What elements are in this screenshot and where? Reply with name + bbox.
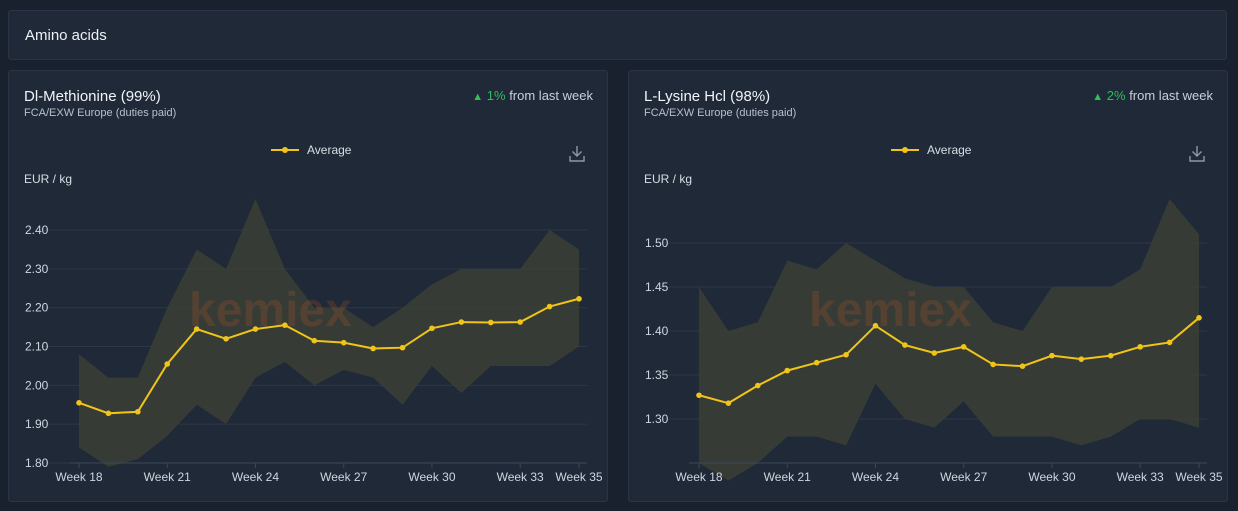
kemiex-watermark: kemiex [809,284,972,337]
y-tick-label: 2.20 [25,301,49,315]
data-point [902,342,908,348]
y-tick-label: 1.35 [645,368,669,382]
y-tick-label: 2.00 [25,378,49,392]
change-text: from last week [1129,88,1213,103]
y-tick-label: 1.30 [645,412,669,426]
y-tick-label: 1.40 [645,324,669,338]
y-tick-label: 2.40 [25,223,49,237]
x-tick-label: Week 35 [1175,470,1222,484]
data-point [1137,344,1143,350]
min-max-band [699,199,1199,481]
data-point [164,361,171,367]
data-point [813,359,820,366]
data-point [1019,363,1026,370]
y-tick-label: 2.10 [25,340,49,354]
legend-label: Average [307,143,352,157]
change-text: from last week [509,88,593,103]
chart-plot: 1.30 1.35 1.40 1.45 1.50 kemiex Week 18 Week 21… [645,199,1223,484]
data-point [193,326,200,332]
change-percent: 2% [1106,88,1126,103]
data-point [784,367,791,374]
y-tick-label: 1.50 [645,236,669,250]
chart-card-methionine: 1.80 1.90 2.00 2.10 2.20 2.30 2.40 kemiex Week 1… [8,70,608,502]
data-point [399,344,406,351]
chart-plot: 1.80 1.90 2.00 2.10 2.20 2.30 2.40 kemiex Week 1… [25,199,603,484]
legend-label: Average [927,143,972,157]
x-tick-label: Week 33 [1117,470,1164,484]
data-point [311,337,318,344]
data-point [843,351,849,358]
data-point [135,408,141,415]
data-point [755,382,761,389]
legend-line-swatch [891,147,919,153]
data-point [1078,356,1085,362]
y-tick-label: 1.90 [25,417,49,431]
data-point [252,326,259,332]
x-tick-label: Week 18 [55,470,102,484]
chart-subtitle: FCA/EXW Europe (duties paid) [24,107,177,119]
data-point [960,344,967,350]
chart-card-lysine: 1.30 1.35 1.40 1.45 1.50 kemiex Week 18 Week 21… [628,70,1228,502]
weekly-change: ▲ 1% from last week [472,88,593,103]
data-point [340,339,347,346]
x-tick-label: Week 18 [675,470,722,484]
x-tick-label: Week 27 [320,470,367,484]
x-tick-label: Week 35 [555,470,602,484]
legend-line-swatch [271,147,299,153]
y-tick-label: 2.30 [25,262,49,276]
data-point [1196,315,1202,321]
y-axis-unit: EUR / kg [24,172,73,186]
download-icon[interactable] [569,145,585,163]
data-point [872,322,879,329]
y-tick-label: 1.80 [25,456,49,470]
x-tick-label: Week 21 [764,470,811,484]
chart-title: Dl-Methionine (99%) [24,88,161,105]
data-point [282,322,288,328]
x-tick-label: Week 30 [408,470,455,484]
data-point [1049,352,1055,359]
x-tick-label: Week 30 [1028,470,1075,484]
chart-title: L-Lysine Hcl (98%) [644,88,771,105]
y-axis-unit: EUR / kg [644,172,693,186]
average-line [78,297,580,415]
x-tick-label: Week 24 [852,470,899,484]
data-point [725,400,732,406]
data-point [990,361,996,368]
data-point [223,335,229,342]
average-line [698,317,1200,405]
data-point [931,350,938,356]
weekly-change: ▲ 2% from last week [1092,88,1213,103]
data-point [1166,339,1173,346]
x-tick-label: Week 21 [144,470,191,484]
data-point [576,295,582,302]
data-point [76,400,82,406]
y-tick-label: 1.45 [645,280,669,294]
data-point [370,345,376,352]
x-tick-label: Week 24 [232,470,279,484]
section-header: Amino acids [8,10,1227,60]
up-triangle-icon: ▲ [1092,91,1104,103]
download-icon[interactable] [1189,145,1205,163]
data-point [429,325,435,332]
min-max-band [79,199,579,467]
x-tick-label: Week 33 [497,470,544,484]
data-point [458,319,465,325]
x-tick-label: Week 27 [940,470,987,484]
up-triangle-icon: ▲ [472,91,484,103]
chart-subtitle: FCA/EXW Europe (duties paid) [644,107,797,119]
kemiex-watermark: kemiex [189,284,352,337]
data-point [487,319,494,326]
data-point [1107,352,1114,359]
section-title: Amino acids [25,27,107,44]
data-point [517,319,523,325]
data-point [105,410,112,417]
data-point [546,303,553,310]
change-percent: 1% [486,88,506,103]
data-point [696,392,702,399]
